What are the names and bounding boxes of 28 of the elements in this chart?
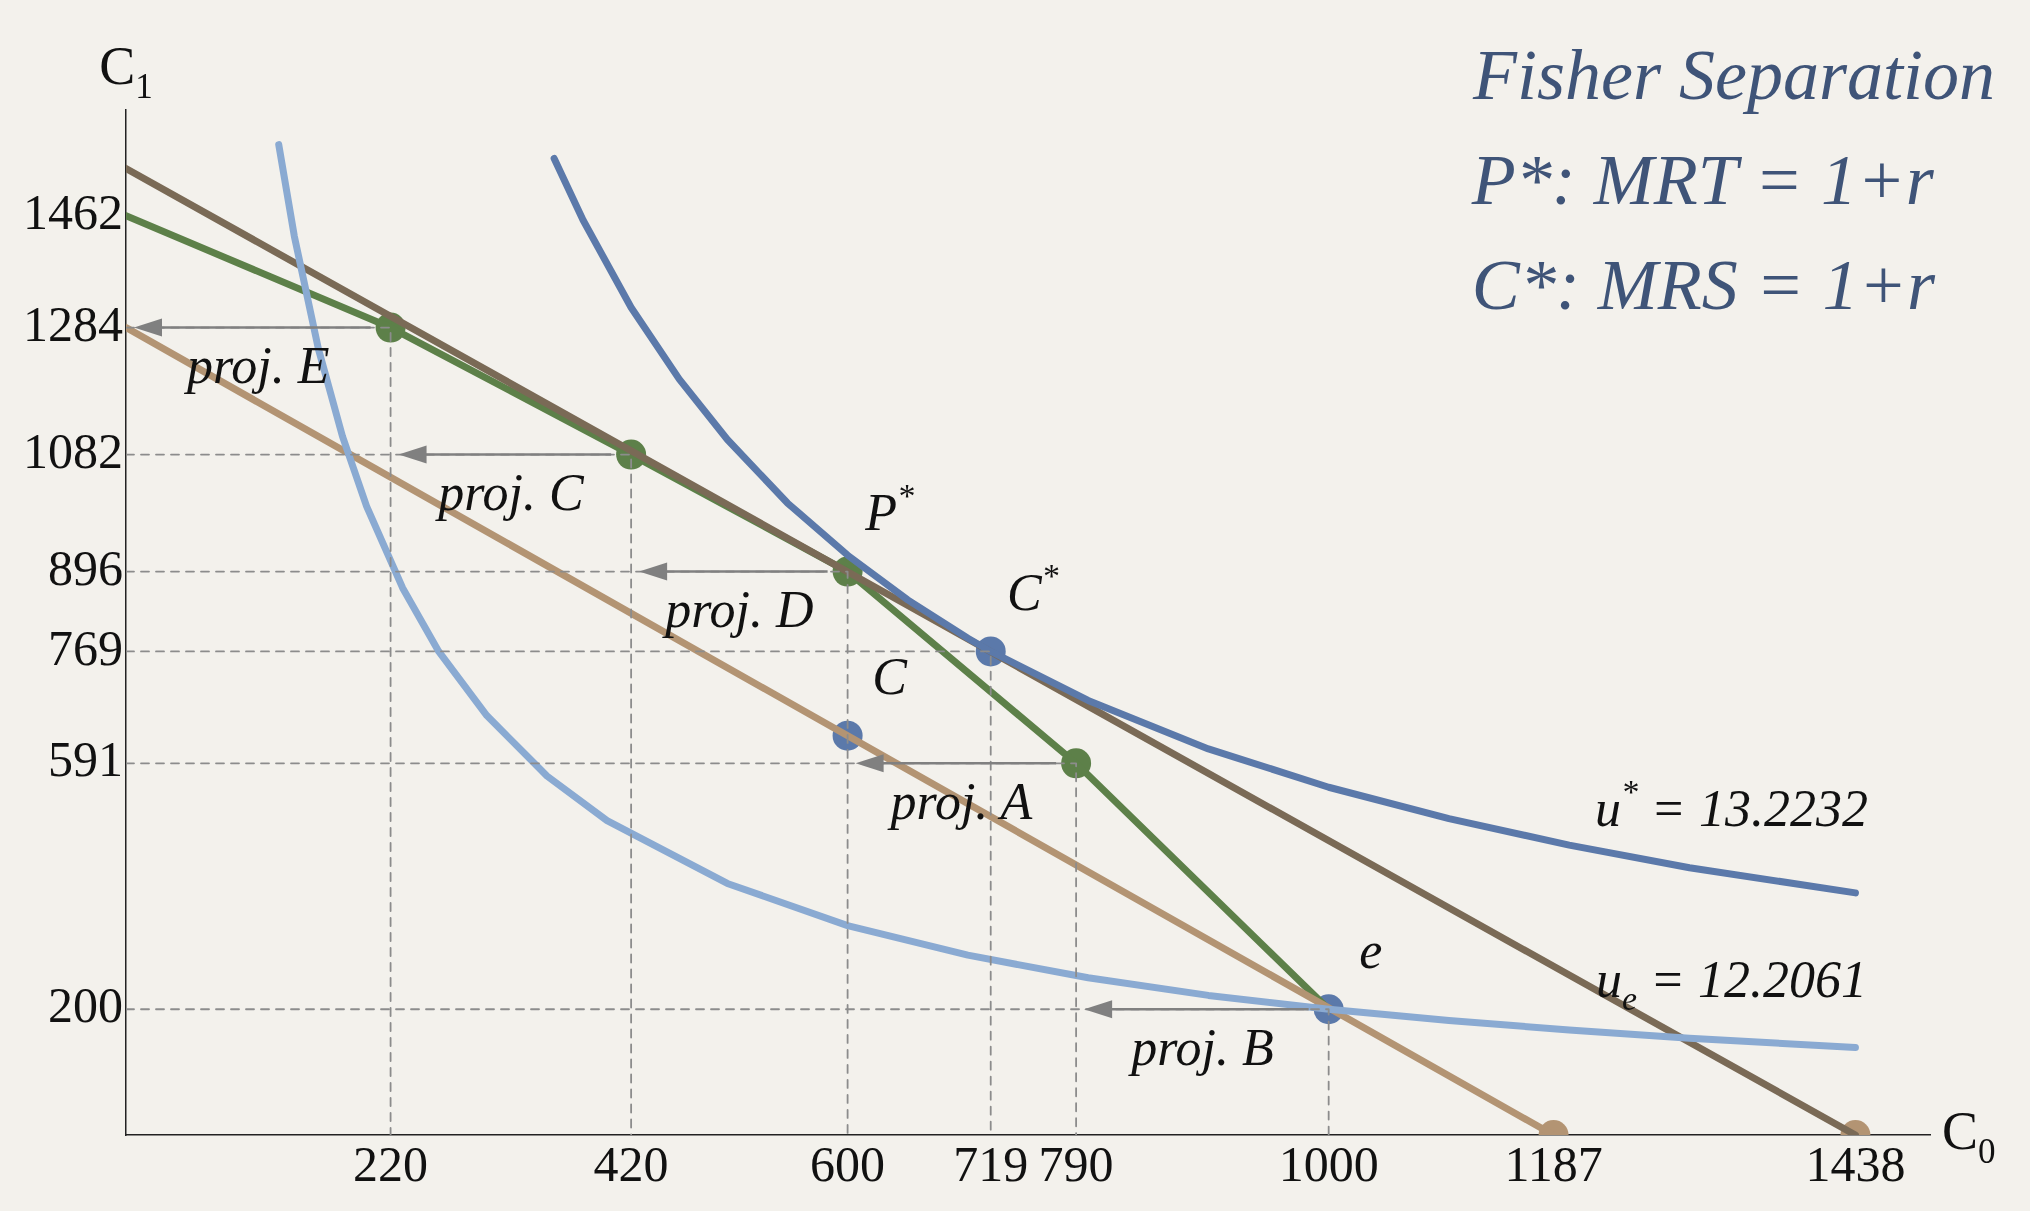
annotation: proj. B <box>1127 1018 1274 1076</box>
annotation: proj. D <box>661 581 814 639</box>
annotation: proj. E <box>183 337 330 395</box>
annotation: proj. C <box>434 464 585 522</box>
y-tick-label: 200 <box>48 977 123 1034</box>
annotation: P* <box>864 477 915 542</box>
annotation: e <box>1359 921 1383 979</box>
x-tick-label: 1187 <box>1504 1136 1603 1193</box>
y-tick-label: 591 <box>48 731 123 788</box>
x-tick-label: 719 <box>953 1136 1029 1193</box>
x-tick-label: 600 <box>810 1136 886 1193</box>
annotation: C <box>872 648 909 706</box>
annotation: P*: MRT = 1+r <box>1470 139 1935 220</box>
x-tick-label: 420 <box>593 1136 669 1193</box>
x-tick-label: 220 <box>353 1136 429 1193</box>
chart-title: Fisher Separation <box>1472 34 1995 115</box>
annotation: C* <box>1006 557 1059 622</box>
y-tick-label: 896 <box>48 539 123 596</box>
annotation: proj. A <box>886 773 1033 831</box>
x-tick-label: 1000 <box>1278 1136 1379 1193</box>
y-tick-label: 1462 <box>23 183 123 240</box>
x-tick-label: 790 <box>1038 1136 1114 1193</box>
x-tick-label: 1438 <box>1805 1136 1906 1193</box>
y-tick-label: 1284 <box>23 295 123 352</box>
y-tick-label: 769 <box>48 619 123 676</box>
y-tick-label: 1082 <box>23 422 123 479</box>
annotation: C*: MRS = 1+r <box>1471 244 1936 325</box>
annotation: u* = 13.2232 <box>1594 773 1868 838</box>
